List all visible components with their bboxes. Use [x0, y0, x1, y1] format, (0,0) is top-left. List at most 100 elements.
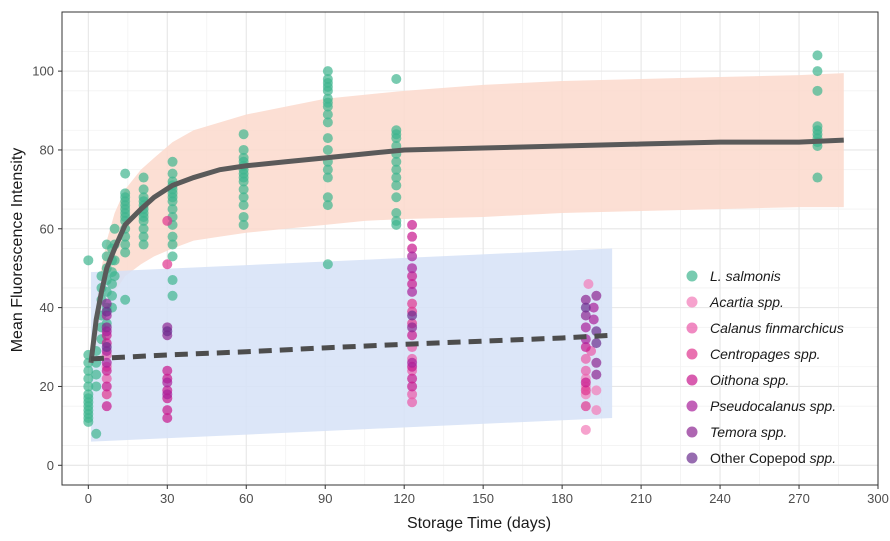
data-point-series-1	[238, 200, 249, 211]
y-tick-label: 20	[40, 379, 54, 394]
data-point-series-1	[120, 168, 131, 179]
data-point-series-1	[109, 271, 120, 282]
data-point-series-5	[101, 381, 112, 392]
legend-label: Centropages spp.	[710, 346, 821, 362]
x-axis-title: Storage Time (days)	[407, 515, 551, 532]
data-point-series-7	[101, 322, 112, 333]
data-point-series-6	[407, 251, 418, 262]
data-point-series-5	[407, 271, 418, 282]
data-point-series-2	[591, 385, 602, 396]
x-tick-label: 240	[709, 491, 731, 506]
data-point-series-1	[322, 74, 333, 85]
data-point-series-2	[591, 405, 602, 416]
data-point-series-1	[391, 192, 402, 203]
data-point-series-1	[391, 172, 402, 183]
data-point-series-8	[162, 326, 173, 337]
data-point-series-3	[101, 373, 112, 384]
data-point-series-4	[580, 385, 591, 396]
data-point-series-1	[322, 117, 333, 128]
data-point-series-1	[238, 219, 249, 230]
y-tick-label: 60	[40, 221, 54, 236]
data-point-series-6	[407, 286, 418, 297]
data-point-series-1	[167, 239, 178, 250]
data-point-series-3	[407, 397, 418, 408]
data-point-series-1	[238, 184, 249, 195]
data-point-series-1	[167, 290, 178, 301]
data-point-series-1	[138, 223, 149, 234]
x-tick-label: 270	[788, 491, 810, 506]
data-point-series-6	[162, 389, 173, 400]
data-point-series-5	[101, 365, 112, 376]
data-point-series-1	[83, 389, 94, 400]
data-point-series-1	[391, 215, 402, 226]
data-point-series-1	[167, 156, 178, 167]
data-point-series-6	[162, 377, 173, 388]
data-point-series-1	[107, 290, 118, 301]
data-point-series-1	[238, 144, 249, 155]
data-point-series-1	[238, 152, 249, 163]
data-point-series-1	[238, 211, 249, 222]
data-point-series-1	[322, 172, 333, 183]
fit-line-dashed	[90, 332, 613, 362]
data-point-series-2	[583, 278, 594, 289]
legend-key	[686, 426, 698, 438]
fit-line-solid	[88, 137, 844, 364]
y-tick-label: 100	[32, 64, 54, 79]
x-axis: 0 30 60 90 120 150 180 210 240 270 300	[85, 485, 889, 506]
data-point-series-1	[322, 192, 333, 203]
data-point-series-1	[120, 294, 131, 305]
y-tick-label: 40	[40, 300, 54, 315]
legend-label: Pseudocalanus spp.	[710, 398, 836, 414]
data-point-series-1	[167, 251, 178, 262]
data-point-series-5	[580, 342, 591, 353]
data-point-series-1	[138, 192, 149, 203]
data-point-series-8	[407, 310, 418, 321]
data-point-series-1	[812, 172, 823, 183]
data-point-series-7	[407, 322, 418, 333]
data-point-series-1	[812, 85, 823, 96]
legend-label: Temora spp.	[710, 424, 787, 440]
data-point-series-1	[83, 373, 94, 384]
data-point-series-1	[391, 125, 402, 136]
data-point-series-3	[407, 389, 418, 400]
fit-lines	[88, 137, 844, 364]
data-point-series-1	[322, 66, 333, 77]
data-point-series-1	[812, 50, 823, 61]
data-point-series-1	[120, 188, 131, 199]
data-point-series-5	[101, 401, 112, 412]
data-point-series-1	[138, 172, 149, 183]
data-point-series-7	[580, 294, 591, 305]
data-point-series-6	[580, 322, 591, 333]
data-point-series-1	[91, 428, 102, 439]
data-point-series-1	[322, 133, 333, 144]
data-point-series-1	[391, 164, 402, 175]
data-point-series-1	[812, 66, 823, 77]
data-point-series-5	[162, 412, 173, 423]
y-axis: 0 20 40 60 80 100	[32, 64, 62, 473]
data-point-series-8	[591, 338, 602, 349]
data-point-series-7	[591, 357, 602, 368]
data-point-series-1	[83, 365, 94, 376]
data-point-series-5	[580, 377, 591, 388]
legend-key	[686, 348, 698, 360]
data-point-series-3	[580, 353, 591, 364]
data-point-series-1	[138, 239, 149, 250]
legend-key	[686, 296, 698, 308]
data-point-series-1	[322, 259, 333, 270]
data-point-series-1	[238, 192, 249, 203]
data-point-series-6	[588, 302, 599, 313]
data-point-series-1	[391, 208, 402, 219]
data-point-series-4	[580, 401, 591, 412]
data-point-series-8	[580, 302, 591, 313]
data-point-series-1	[322, 109, 333, 120]
data-point-series-5	[407, 231, 418, 242]
data-point-series-1	[167, 168, 178, 179]
data-point-series-5	[407, 330, 418, 341]
data-point-series-7	[591, 369, 602, 380]
data-point-series-1	[391, 180, 402, 191]
legend-key	[686, 452, 698, 464]
legend-key	[686, 322, 698, 334]
data-point-series-4	[162, 259, 173, 270]
legend-label: Acartia spp.	[709, 294, 784, 310]
